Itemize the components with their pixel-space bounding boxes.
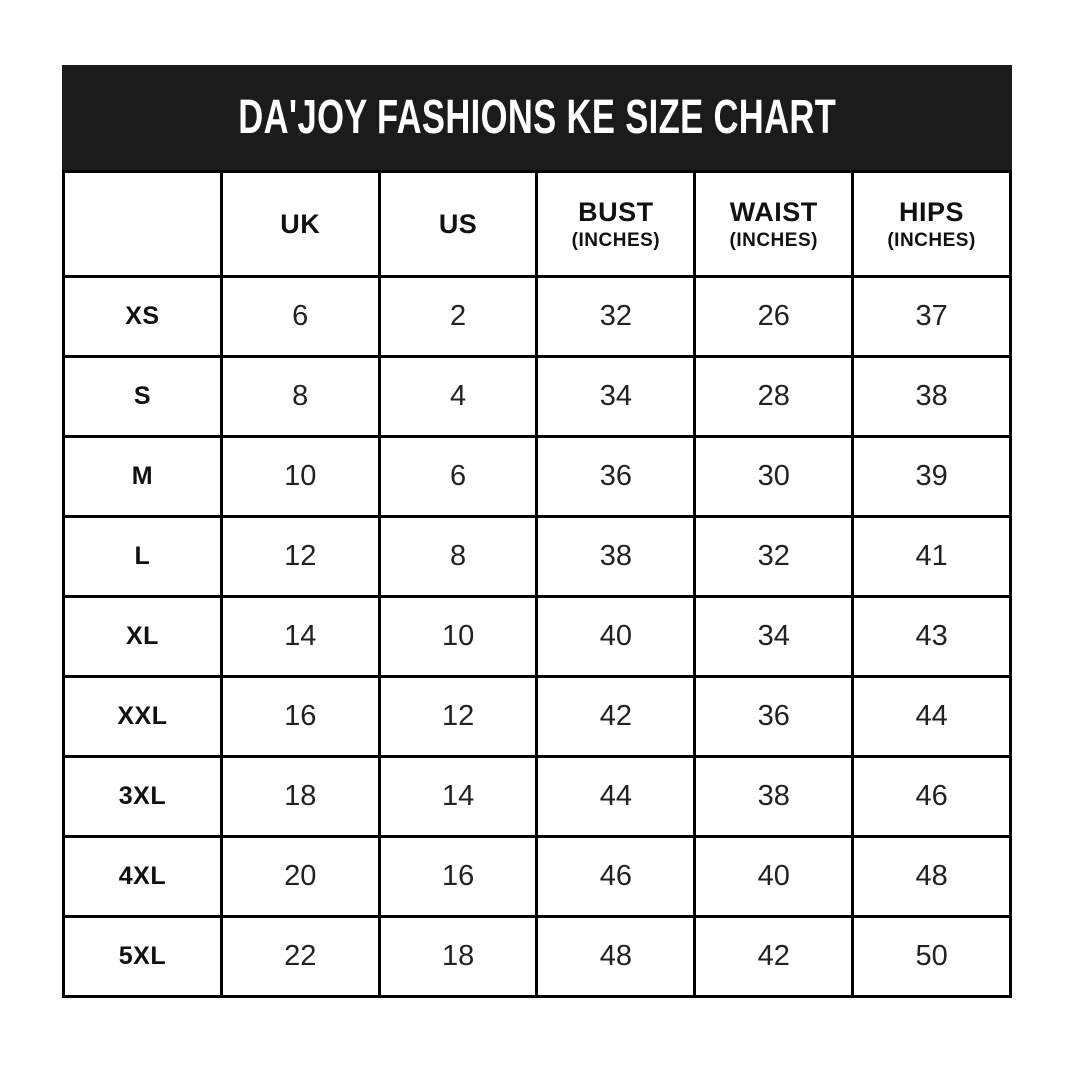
title-bar: DA'JOY FASHIONS KE SIZE CHART bbox=[62, 65, 1012, 170]
measurement-cell: 39 bbox=[851, 435, 1012, 518]
measurement-cell: 12 bbox=[219, 515, 381, 598]
column-header-waist: WAIST (INCHES) bbox=[693, 170, 855, 278]
table-row: 5XL 22 18 48 42 50 bbox=[62, 915, 1012, 998]
column-header-us: US bbox=[377, 170, 539, 278]
size-label-cell: 4XL bbox=[62, 835, 223, 918]
measurement-cell: 43 bbox=[851, 595, 1012, 678]
size-label-cell: S bbox=[62, 355, 223, 438]
measurement-cell: 42 bbox=[693, 915, 855, 998]
column-header-size bbox=[62, 170, 223, 278]
measurement-cell: 10 bbox=[219, 435, 381, 518]
measurement-cell: 22 bbox=[219, 915, 381, 998]
column-header-uk: UK bbox=[219, 170, 381, 278]
measurement-cell: 46 bbox=[535, 835, 697, 918]
measurement-cell: 38 bbox=[851, 355, 1012, 438]
measurement-cell: 42 bbox=[535, 675, 697, 758]
table-row: L 12 8 38 32 41 bbox=[62, 515, 1012, 598]
size-chart: DA'JOY FASHIONS KE SIZE CHART UK US BUST… bbox=[62, 65, 1012, 998]
measurement-cell: 48 bbox=[535, 915, 697, 998]
table-row: 4XL 20 16 46 40 48 bbox=[62, 835, 1012, 918]
measurement-cell: 32 bbox=[535, 275, 697, 358]
column-header-bust-label: BUST bbox=[578, 196, 654, 227]
table-row: XXL 16 12 42 36 44 bbox=[62, 675, 1012, 758]
measurement-cell: 44 bbox=[851, 675, 1012, 758]
measurement-cell: 18 bbox=[377, 915, 539, 998]
measurement-cell: 8 bbox=[219, 355, 381, 438]
measurement-cell: 36 bbox=[535, 435, 697, 518]
chart-title: DA'JOY FASHIONS KE SIZE CHART bbox=[238, 91, 836, 144]
measurement-cell: 40 bbox=[693, 835, 855, 918]
column-header-waist-unit: (INCHES) bbox=[729, 229, 818, 251]
measurement-cell: 12 bbox=[377, 675, 539, 758]
column-header-waist-label: WAIST bbox=[729, 196, 818, 227]
measurement-cell: 10 bbox=[377, 595, 539, 678]
column-header-hips: HIPS (INCHES) bbox=[851, 170, 1012, 278]
size-label-cell: XS bbox=[62, 275, 223, 358]
measurement-cell: 37 bbox=[851, 275, 1012, 358]
size-label-cell: 3XL bbox=[62, 755, 223, 838]
table-row: XL 14 10 40 34 43 bbox=[62, 595, 1012, 678]
measurement-cell: 40 bbox=[535, 595, 697, 678]
measurement-cell: 38 bbox=[535, 515, 697, 598]
table-header: UK US BUST (INCHES) WAIST (INCHES) HIPS … bbox=[62, 170, 1012, 278]
measurement-cell: 34 bbox=[535, 355, 697, 438]
table-row: 3XL 18 14 44 38 46 bbox=[62, 755, 1012, 838]
measurement-cell: 50 bbox=[851, 915, 1012, 998]
measurement-cell: 20 bbox=[219, 835, 381, 918]
measurement-cell: 14 bbox=[377, 755, 539, 838]
size-label-cell: XL bbox=[62, 595, 223, 678]
table-row: S 8 4 34 28 38 bbox=[62, 355, 1012, 438]
table-row: M 10 6 36 30 39 bbox=[62, 435, 1012, 518]
measurement-cell: 16 bbox=[377, 835, 539, 918]
measurement-cell: 4 bbox=[377, 355, 539, 438]
measurement-cell: 6 bbox=[377, 435, 539, 518]
measurement-cell: 14 bbox=[219, 595, 381, 678]
measurement-cell: 41 bbox=[851, 515, 1012, 598]
table-header-row: UK US BUST (INCHES) WAIST (INCHES) HIPS … bbox=[62, 170, 1012, 278]
table-row: XS 6 2 32 26 37 bbox=[62, 275, 1012, 358]
size-label-cell: XXL bbox=[62, 675, 223, 758]
measurement-cell: 34 bbox=[693, 595, 855, 678]
size-label-cell: 5XL bbox=[62, 915, 223, 998]
measurement-cell: 44 bbox=[535, 755, 697, 838]
measurement-cell: 6 bbox=[219, 275, 381, 358]
size-chart-table: UK US BUST (INCHES) WAIST (INCHES) HIPS … bbox=[62, 170, 1012, 998]
column-header-hips-label: HIPS bbox=[899, 196, 965, 227]
measurement-cell: 28 bbox=[693, 355, 855, 438]
measurement-cell: 46 bbox=[851, 755, 1012, 838]
size-table-body: XS 6 2 32 26 37 S 8 4 34 28 38 M 10 6 36 30 39 L 12 8 38 32 41 X… bbox=[62, 275, 1012, 998]
measurement-cell: 36 bbox=[693, 675, 855, 758]
column-header-bust: BUST (INCHES) bbox=[535, 170, 697, 278]
measurement-cell: 26 bbox=[693, 275, 855, 358]
measurement-cell: 32 bbox=[693, 515, 855, 598]
measurement-cell: 38 bbox=[693, 755, 855, 838]
measurement-cell: 8 bbox=[377, 515, 539, 598]
column-header-hips-unit: (INCHES) bbox=[887, 229, 976, 251]
column-header-bust-unit: (INCHES) bbox=[571, 229, 661, 251]
measurement-cell: 30 bbox=[693, 435, 855, 518]
measurement-cell: 18 bbox=[219, 755, 381, 838]
size-label-cell: L bbox=[62, 515, 223, 598]
measurement-cell: 16 bbox=[219, 675, 381, 758]
size-label-cell: M bbox=[62, 435, 223, 518]
measurement-cell: 48 bbox=[851, 835, 1012, 918]
measurement-cell: 2 bbox=[377, 275, 539, 358]
